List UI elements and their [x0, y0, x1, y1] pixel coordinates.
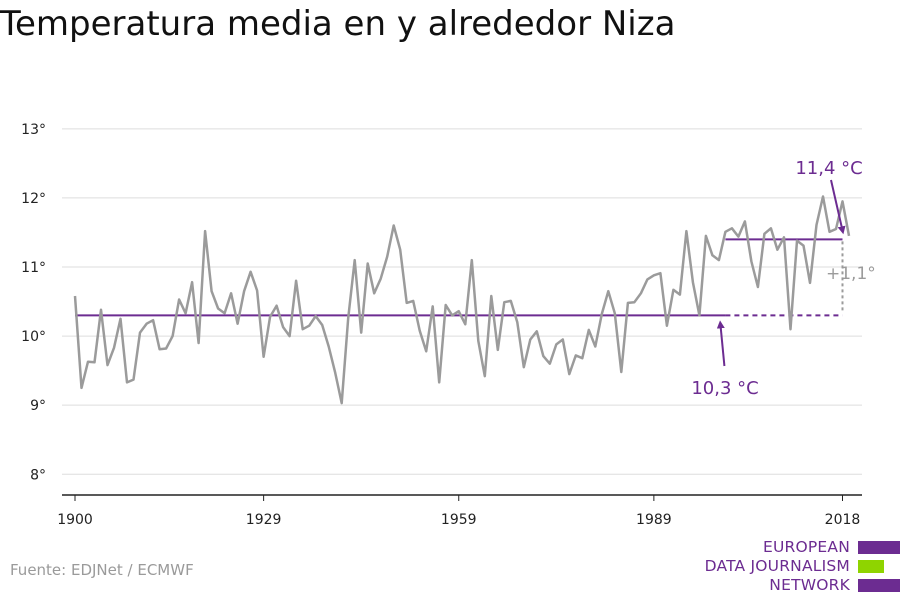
y-tick-label: 9°: [30, 398, 46, 414]
y-axis: 8° 9° 10° 11° 12° 13°: [21, 122, 46, 483]
x-tick-label: 1959: [441, 512, 477, 528]
y-tick-label: 12°: [21, 191, 46, 207]
x-tick-label: 1900: [57, 512, 93, 528]
logo-bar-green: [858, 560, 884, 573]
source-note: Fuente: EDJNet / ECMWF: [10, 561, 194, 579]
x-tick-label: 2018: [825, 512, 861, 528]
baseline-label: 10,3 °C: [691, 378, 758, 399]
y-tick-label: 11°: [21, 260, 46, 276]
x-tick-label: 1929: [246, 512, 282, 528]
logo-bar-purple-top: [858, 541, 900, 554]
y-tick-label: 8°: [30, 467, 46, 483]
logo-line-2: DATA JOURNALISM: [704, 557, 850, 575]
logo-bar-purple-bottom: [858, 579, 900, 592]
reference-lines: [75, 238, 844, 317]
y-tick-label: 10°: [21, 329, 46, 345]
x-tick-label: 1989: [636, 512, 672, 528]
logo-line-3: NETWORK: [769, 576, 850, 594]
series-group: [73, 195, 851, 405]
logo-line-1: EUROPEAN: [762, 538, 850, 556]
baseline-arrow: [716, 320, 726, 367]
recent-label: 11,4 °C: [795, 158, 862, 179]
x-axis: 1900 1929 1959 1989 2018: [57, 494, 862, 528]
y-tick-label: 13°: [21, 122, 46, 138]
annotations: 10,3 °C 11,4 °C +1,1°: [691, 158, 875, 399]
gridlines: [62, 128, 862, 475]
difference-label: +1,1°: [826, 264, 876, 284]
edjnet-logo: EUROPEAN DATA JOURNALISM NETWORK: [700, 538, 900, 598]
temperature-series-line: [73, 195, 851, 405]
recent-arrow: [830, 179, 846, 235]
chart-title: Temperatura media en y alrededor Niza: [0, 4, 676, 44]
